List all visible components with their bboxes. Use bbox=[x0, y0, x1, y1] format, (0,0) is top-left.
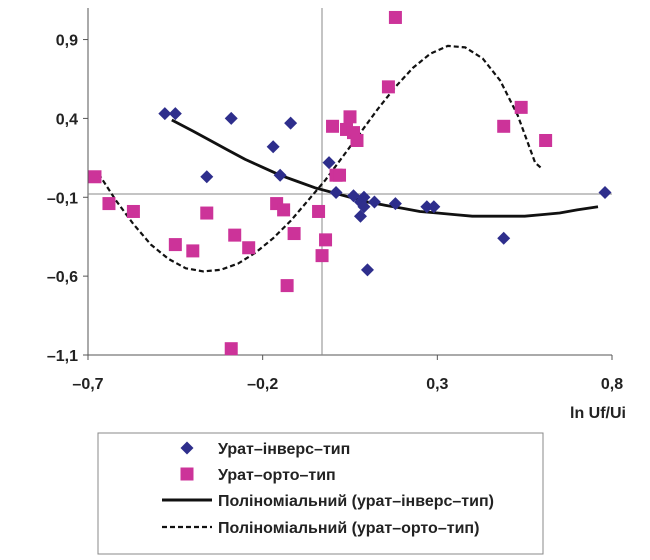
data-point-orto bbox=[350, 133, 364, 147]
trend-line-inverse bbox=[171, 118, 599, 218]
data-point-orto bbox=[315, 249, 329, 263]
data-point-inverse bbox=[598, 186, 612, 200]
data-point-orto bbox=[186, 244, 200, 258]
data-point-inverse bbox=[224, 111, 238, 125]
y-tick-label: –1,1 bbox=[47, 348, 78, 365]
data-point-orto bbox=[88, 170, 102, 184]
y-tick-label: 0,9 bbox=[56, 33, 78, 50]
data-point-orto bbox=[102, 197, 116, 211]
legend: Урат–інверс–тип Урат–орто–тип Поліноміальн… bbox=[97, 432, 544, 555]
data-point-orto bbox=[168, 238, 182, 252]
data-point-inverse bbox=[360, 263, 374, 277]
data-point-orto bbox=[514, 100, 528, 114]
y-tick-label: –0,1 bbox=[47, 190, 78, 207]
data-point-orto bbox=[312, 204, 326, 218]
data-point-inverse bbox=[346, 189, 360, 203]
data-point-orto bbox=[326, 119, 340, 133]
data-point-orto bbox=[333, 168, 347, 182]
x-tick-label: 0,3 bbox=[426, 376, 448, 393]
x-tick-label: –0,2 bbox=[247, 376, 278, 393]
legend-label: Поліноміальний (урат–орто–тип) bbox=[218, 520, 479, 537]
data-point-orto bbox=[280, 279, 294, 293]
legend-label: Поліноміальний (урат–інверс–тип) bbox=[218, 493, 494, 510]
data-point-inverse bbox=[367, 195, 381, 209]
data-point-orto bbox=[497, 119, 511, 133]
legend-label: Урат–інверс–тип bbox=[218, 441, 350, 458]
trend-line-orto bbox=[97, 44, 543, 273]
data-point-orto bbox=[539, 133, 553, 147]
data-point-inverse bbox=[322, 156, 336, 170]
data-point-orto bbox=[200, 206, 214, 220]
y-tick-label: –0,6 bbox=[47, 269, 78, 286]
data-point-inverse bbox=[497, 231, 511, 245]
x-tick-label: 0,8 bbox=[601, 376, 623, 393]
data-point-orto bbox=[343, 110, 357, 124]
data-point-orto bbox=[277, 203, 291, 217]
data-point-inverse bbox=[158, 107, 172, 121]
data-point-orto bbox=[388, 10, 402, 24]
plot-area bbox=[87, 8, 612, 356]
x-axis-ticks: –0,7 –0,2 0,3 0,8 bbox=[72, 355, 623, 393]
data-point-inverse bbox=[266, 140, 280, 154]
data-point-orto bbox=[287, 227, 301, 241]
data-point-orto bbox=[126, 204, 140, 218]
data-point-inverse bbox=[427, 200, 441, 214]
data-point-orto bbox=[381, 80, 395, 94]
data-point-inverse bbox=[168, 107, 182, 121]
data-point-orto bbox=[228, 228, 242, 242]
legend-marker bbox=[180, 467, 194, 481]
trend-lines bbox=[97, 44, 599, 273]
data-point-inverse bbox=[420, 200, 434, 214]
y-tick-label: 0,4 bbox=[56, 111, 78, 128]
data-point-inverse bbox=[388, 197, 402, 211]
data-point-inverse bbox=[329, 186, 343, 200]
x-axis-title: ln Uf/Ui bbox=[570, 405, 626, 422]
data-point-inverse bbox=[357, 200, 371, 214]
data-point-inverse bbox=[284, 116, 298, 130]
data-point-inverse bbox=[357, 190, 371, 204]
data-point-orto bbox=[242, 241, 256, 255]
legend-label: Урат–орто–тип bbox=[218, 467, 336, 484]
data-markers bbox=[88, 10, 612, 356]
data-point-inverse bbox=[273, 168, 287, 182]
y-axis-ticks: –1,1 –0,6 –0,1 0,4 0,9 bbox=[47, 33, 88, 365]
data-point-inverse bbox=[200, 170, 214, 184]
legend-marker bbox=[180, 441, 194, 455]
legend-box bbox=[97, 432, 544, 555]
data-point-orto bbox=[319, 233, 333, 247]
x-tick-label: –0,7 bbox=[72, 376, 103, 393]
data-point-orto bbox=[224, 342, 238, 356]
